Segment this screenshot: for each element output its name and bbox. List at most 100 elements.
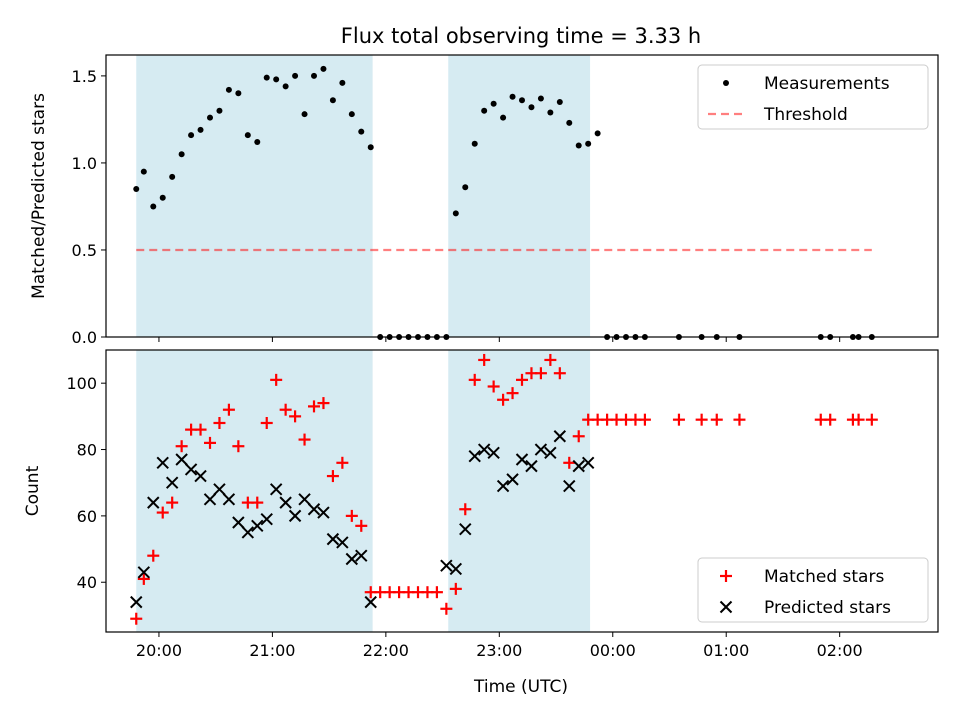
predicted-star-point (147, 496, 160, 509)
matched-star-point (251, 496, 264, 509)
legend-predicted-swatch (719, 600, 733, 614)
x-b (345, 552, 359, 566)
matched-star-point (430, 586, 443, 599)
predicted-star-point (515, 453, 529, 466)
y-tick-label: 40 (77, 573, 97, 592)
matched-star-point (852, 413, 865, 426)
measurement-point (481, 107, 488, 114)
matched-star-point (440, 602, 453, 615)
measurement-point (133, 186, 140, 193)
measurement-point (566, 119, 573, 126)
x-tick-label: 02:00 (817, 641, 863, 660)
y-tick-label: 80 (77, 441, 97, 460)
y-tick-label: 60 (77, 507, 97, 526)
matched-star-point (298, 433, 311, 446)
measurement-point (216, 107, 223, 114)
x-tick-label: 20:00 (136, 641, 182, 660)
measurement-point (452, 210, 459, 217)
matched-star-point (175, 440, 188, 453)
predicted-star-point (130, 595, 143, 609)
legend-measurement-swatch (723, 80, 729, 86)
x-b (364, 595, 377, 609)
predicted-star-point (137, 566, 151, 579)
x-b (719, 600, 733, 614)
bottom-panel-counts: 40 60 80 100 Count 20:00 21:00 22:00 23:00 00:00 0… (23, 349, 939, 660)
measurement-point (547, 109, 554, 116)
matched-star-point (506, 387, 519, 400)
x-b (496, 479, 510, 493)
x-b (553, 430, 567, 443)
measurement-point (273, 76, 280, 83)
matched-star-point (534, 367, 547, 380)
x-b (307, 503, 321, 516)
measurement-point (358, 128, 365, 135)
matched-star-point (166, 496, 179, 509)
predicted-star-point (345, 552, 359, 566)
matched-star-point (695, 413, 708, 426)
measurement-point (282, 83, 289, 90)
x-b (232, 516, 245, 529)
matched-star-point (672, 413, 685, 426)
predicted-star-point (440, 559, 453, 572)
legend-label: Predicted stars (764, 598, 891, 618)
x-b (449, 562, 463, 576)
x-b (581, 456, 595, 470)
predicted-star-point (222, 493, 236, 506)
observing-span-0 (136, 55, 373, 337)
matched-star-point (232, 440, 245, 453)
matched-star-point (289, 410, 302, 423)
predicted-star-point (184, 463, 198, 476)
legend-label: Threshold (763, 105, 848, 125)
predicted-star-point (156, 456, 169, 470)
predicted-star-point (251, 519, 264, 533)
matched-star-point (478, 353, 491, 366)
y-tick-label: 100 (66, 374, 97, 393)
predicted-star-point (525, 459, 538, 473)
x-tick-label: 00:00 (590, 641, 636, 660)
measurement-point (207, 114, 213, 121)
measurement-point (140, 168, 147, 175)
legend-box (697, 64, 929, 130)
predicted-star-point (544, 446, 557, 460)
predicted-star-point (477, 443, 491, 456)
matched-star-point (516, 373, 528, 386)
measurement-point (490, 100, 497, 107)
matched-star-point (156, 506, 169, 519)
measurement-point (188, 132, 195, 139)
measurement-point (575, 142, 582, 149)
x-b (440, 559, 453, 572)
measurement-point (585, 140, 592, 147)
matched-star-point (487, 380, 500, 393)
y-tick-label: 0.5 (72, 241, 97, 260)
predicted-star-point (487, 446, 500, 460)
measurement-point (254, 139, 261, 146)
predicted-star-point (175, 453, 188, 466)
observing-span-1 (448, 55, 591, 337)
x-b (175, 453, 188, 466)
measurement-point (150, 203, 157, 210)
matched-star-point (865, 413, 878, 426)
legend-matched-swatch (720, 570, 732, 582)
matched-star-point (270, 373, 283, 386)
predicted-star-point (165, 476, 179, 489)
y-tick-label: 1.5 (72, 67, 97, 86)
matched-star-point (345, 509, 358, 522)
x-tick-label: 23:00 (476, 641, 522, 660)
predicted-star-point (307, 503, 321, 516)
matched-star-point (468, 373, 481, 386)
x-b (251, 519, 264, 533)
x-b (156, 456, 169, 470)
measurement-point (292, 72, 299, 79)
legend-label: Matched stars (764, 567, 884, 587)
predicted-star-point (326, 532, 340, 546)
predicted-star-point (572, 459, 585, 473)
measurement-point (339, 79, 346, 86)
matched-star-point (710, 413, 723, 426)
legend: Measurements Threshold (697, 64, 929, 130)
predicted-star-point (260, 512, 273, 526)
measurement-point (169, 173, 176, 180)
x-b (130, 595, 143, 609)
x-b (515, 453, 529, 466)
measurement-point (500, 114, 507, 121)
